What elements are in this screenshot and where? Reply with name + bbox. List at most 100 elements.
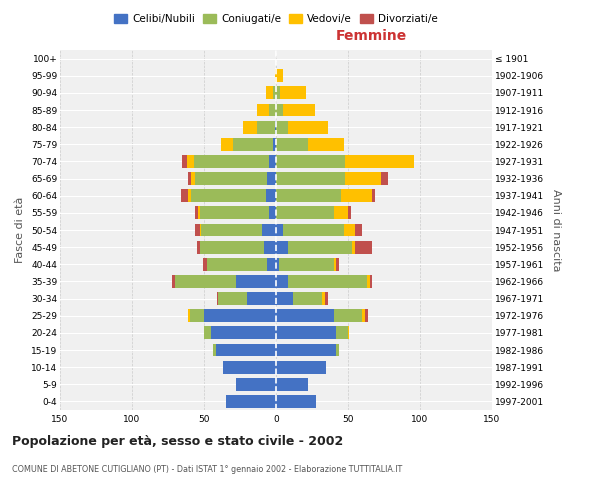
Bar — [308, 138, 344, 150]
Bar — [191, 190, 266, 202]
Bar — [352, 240, 355, 254]
Bar — [276, 138, 308, 150]
Bar — [293, 292, 322, 305]
Bar — [188, 310, 190, 322]
Bar — [279, 258, 334, 270]
Bar — [348, 206, 351, 220]
Text: Popolazione per età, sesso e stato civile - 2002: Popolazione per età, sesso e stato civil… — [12, 435, 343, 448]
Bar — [211, 326, 276, 340]
Bar — [207, 258, 268, 270]
Bar — [198, 206, 200, 220]
Bar — [345, 172, 381, 185]
Bar — [204, 326, 211, 340]
Bar — [276, 70, 283, 82]
Bar — [273, 86, 276, 100]
Text: Femmine: Femmine — [335, 29, 407, 43]
Bar — [325, 292, 328, 305]
Bar — [276, 120, 287, 134]
Bar — [188, 172, 191, 185]
Bar — [276, 310, 334, 322]
Bar — [283, 224, 344, 236]
Bar — [203, 258, 207, 270]
Bar — [226, 395, 276, 408]
Bar — [217, 292, 218, 305]
Bar — [362, 310, 365, 322]
Bar — [276, 378, 308, 390]
Y-axis label: Anni di nascita: Anni di nascita — [551, 188, 560, 271]
Text: COMUNE DI ABETONE CUTIGLIANO (PT) - Dati ISTAT 1° gennaio 2002 - Elaborazione TU: COMUNE DI ABETONE CUTIGLIANO (PT) - Dati… — [12, 465, 402, 474]
Bar — [355, 224, 362, 236]
Bar — [172, 275, 175, 288]
Bar — [190, 310, 204, 322]
Bar — [334, 310, 362, 322]
Bar — [265, 240, 276, 254]
Bar — [197, 240, 200, 254]
Bar — [322, 292, 325, 305]
Bar — [334, 206, 348, 220]
Bar — [381, 172, 388, 185]
Bar — [367, 275, 370, 288]
Bar — [218, 292, 247, 305]
Bar — [275, 120, 276, 134]
Bar — [268, 172, 276, 185]
Bar — [182, 155, 187, 168]
Bar — [191, 172, 196, 185]
Bar — [221, 138, 233, 150]
Bar — [334, 258, 337, 270]
Bar — [215, 344, 276, 356]
Bar — [269, 206, 276, 220]
Bar — [181, 190, 188, 202]
Bar — [276, 190, 341, 202]
Bar — [196, 172, 268, 185]
Bar — [275, 70, 276, 82]
Bar — [287, 275, 367, 288]
Bar — [273, 138, 276, 150]
Bar — [276, 275, 287, 288]
Bar — [287, 240, 352, 254]
Bar — [276, 395, 316, 408]
Bar — [287, 120, 328, 134]
Bar — [236, 275, 276, 288]
Y-axis label: Fasce di età: Fasce di età — [16, 197, 25, 263]
Bar — [365, 310, 368, 322]
Bar — [344, 224, 355, 236]
Bar — [204, 310, 276, 322]
Bar — [276, 104, 283, 117]
Bar — [233, 138, 273, 150]
Bar — [194, 155, 269, 168]
Bar — [341, 190, 373, 202]
Bar — [223, 360, 276, 374]
Bar — [276, 172, 345, 185]
Bar — [355, 240, 373, 254]
Bar — [257, 104, 269, 117]
Bar — [337, 326, 348, 340]
Bar — [276, 240, 287, 254]
Bar — [373, 190, 376, 202]
Bar — [337, 258, 340, 270]
Bar — [276, 86, 280, 100]
Bar — [276, 224, 283, 236]
Bar — [200, 240, 265, 254]
Bar — [266, 190, 276, 202]
Legend: Celibi/Nubili, Coniugati/e, Vedovi/e, Divorziati/e: Celibi/Nubili, Coniugati/e, Vedovi/e, Di… — [110, 10, 442, 29]
Bar — [201, 224, 262, 236]
Bar — [276, 326, 337, 340]
Bar — [276, 360, 326, 374]
Bar — [276, 155, 345, 168]
Bar — [188, 190, 191, 202]
Bar — [247, 292, 276, 305]
Bar — [187, 155, 194, 168]
Bar — [276, 292, 293, 305]
Bar — [243, 120, 257, 134]
Bar — [268, 258, 276, 270]
Bar — [269, 104, 276, 117]
Bar — [276, 258, 279, 270]
Bar — [269, 155, 276, 168]
Bar — [200, 224, 201, 236]
Bar — [262, 224, 276, 236]
Bar — [345, 155, 414, 168]
Bar — [196, 206, 198, 220]
Bar — [370, 275, 373, 288]
Bar — [175, 275, 236, 288]
Bar — [337, 344, 340, 356]
